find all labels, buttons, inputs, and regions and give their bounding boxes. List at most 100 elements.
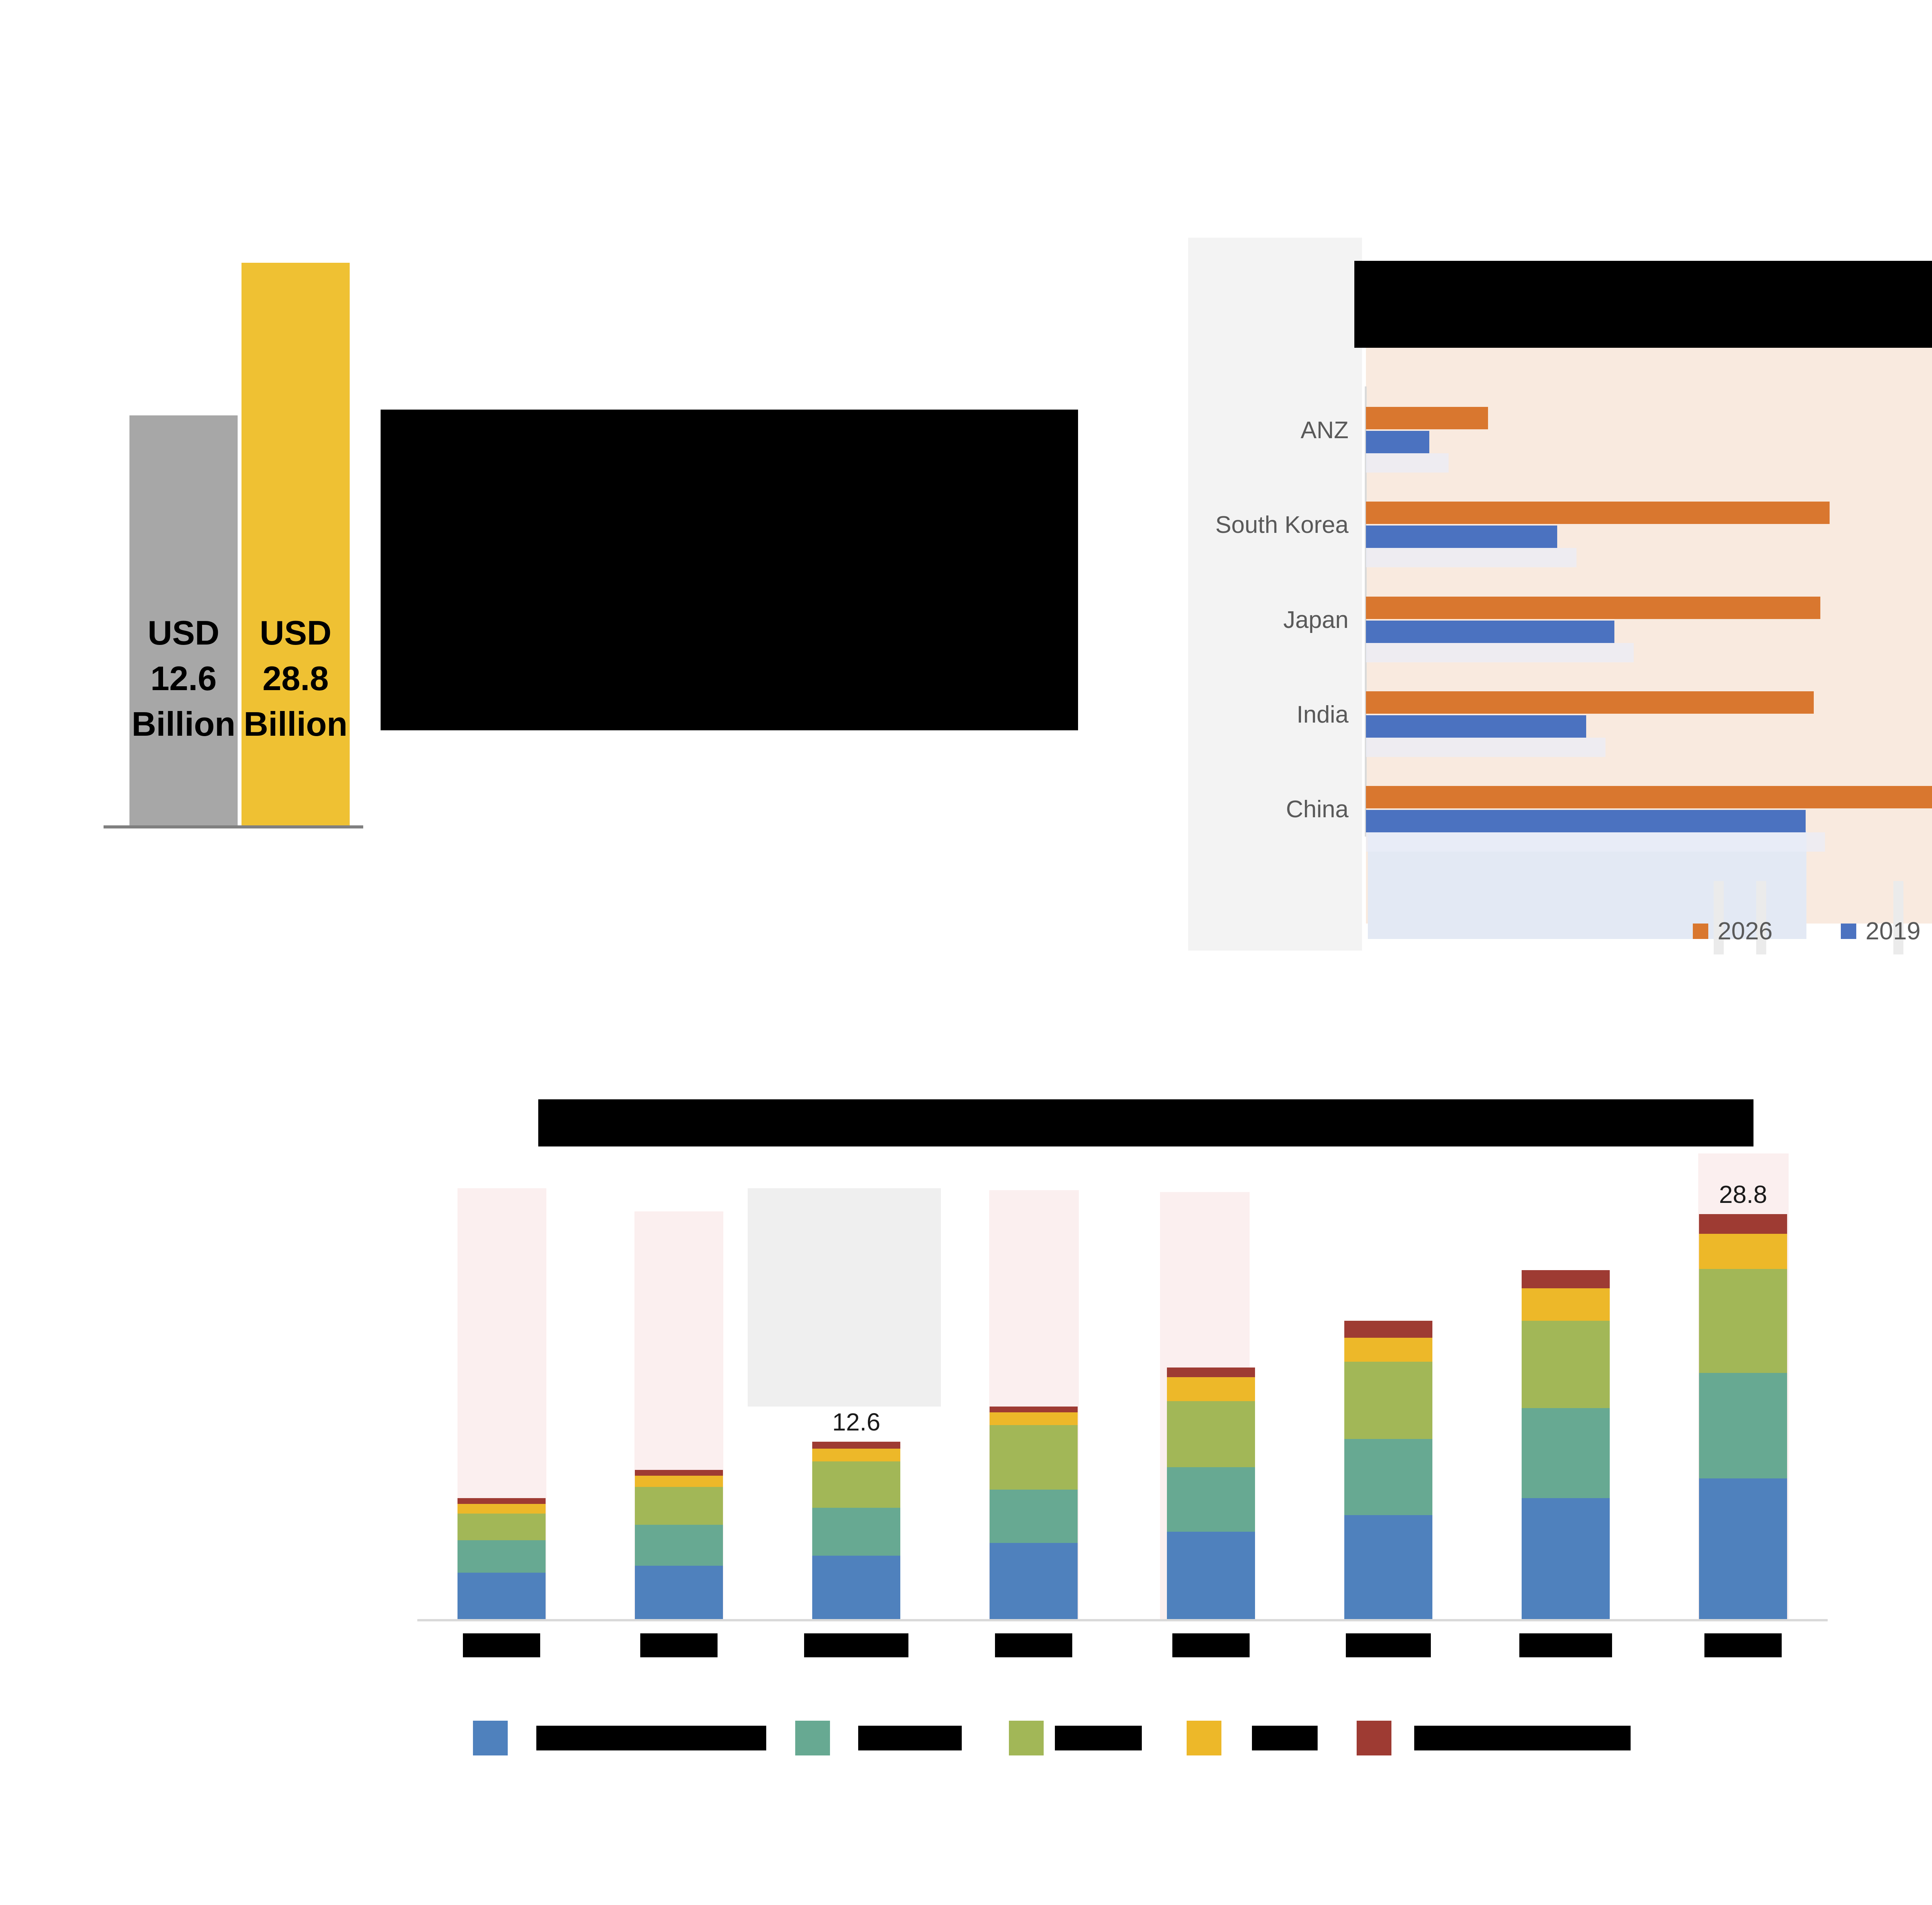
bar-2019-shadow-china (1366, 832, 1825, 852)
country-chart-title-redacted (1354, 261, 1932, 348)
x-label-redacted-5 (1346, 1633, 1431, 1657)
x-label-redacted-6 (1519, 1633, 1612, 1657)
stack-segment-6-2 (1522, 1321, 1610, 1408)
summary-bar-gray-label: USD 12.6 Billion (131, 614, 236, 743)
stack-segment-7-1 (1699, 1373, 1787, 1478)
stack-segment-0-1 (457, 1540, 546, 1573)
bar-2026-anz (1366, 407, 1488, 429)
artifact-stripe (1756, 881, 1766, 954)
stack-segment-5-2 (1344, 1362, 1432, 1439)
bar-2019-shadow-south-korea (1366, 548, 1577, 567)
bar-2026-south-korea (1366, 502, 1830, 524)
artifact-stripe (1893, 881, 1903, 954)
bar-2026-india (1366, 691, 1814, 714)
stack-segment-5-0 (1344, 1515, 1432, 1619)
stack-segment-7-2 (1699, 1269, 1787, 1373)
bar-2019-shadow-japan (1366, 643, 1634, 662)
stacked-legend-swatch-1 (795, 1721, 830, 1755)
stack-segment-7-3 (1699, 1234, 1787, 1269)
legend-2026-label: 2026 (1718, 917, 1773, 945)
legend-2026-swatch (1693, 924, 1708, 939)
stack-segment-4-4 (1167, 1368, 1255, 1377)
x-label-redacted-3 (995, 1633, 1072, 1657)
stack-segment-2-3 (812, 1449, 900, 1461)
legend-2019-swatch (1841, 924, 1856, 939)
x-label-redacted-0 (463, 1633, 540, 1657)
stack-segment-1-4 (635, 1470, 723, 1476)
x-label-redacted-4 (1172, 1633, 1250, 1657)
value-label-28.8: 28.8 (1719, 1180, 1767, 1208)
stacked-legend-swatch-0 (473, 1721, 508, 1755)
bar-2019-china (1366, 810, 1806, 832)
stack-segment-0-3 (457, 1504, 546, 1514)
stack-segment-6-0 (1522, 1498, 1610, 1619)
stack-segment-2-0 (812, 1556, 900, 1619)
summary-bar-yellow-label: USD 28.8 Billion (243, 614, 348, 743)
bar-2019-anz (1366, 431, 1429, 453)
country-chart-axis-line (1365, 386, 1367, 837)
artifact-gray-block (748, 1188, 941, 1407)
stack-segment-7-4 (1699, 1214, 1787, 1234)
bar-2019-japan (1366, 621, 1614, 643)
stack-segment-2-1 (812, 1508, 900, 1556)
bar-2019-shadow-anz (1366, 453, 1449, 473)
stack-segment-1-0 (635, 1566, 723, 1619)
stack-segment-3-1 (990, 1490, 1078, 1543)
bar-2019-india (1366, 715, 1586, 738)
stack-segment-5-4 (1344, 1321, 1432, 1338)
stack-segment-2-4 (812, 1442, 900, 1449)
bar-2026-japan (1366, 597, 1820, 619)
summary-bar-yellow: USD 28.8 Billion (242, 263, 350, 826)
x-label-redacted-1 (640, 1633, 718, 1657)
stack-segment-4-1 (1167, 1467, 1255, 1532)
country-label-anz: ANZ (1301, 417, 1349, 444)
stack-segment-0-0 (457, 1573, 546, 1619)
stack-segment-6-1 (1522, 1408, 1610, 1498)
legend-2019-label: 2019 (1866, 917, 1921, 945)
country-label-india: India (1296, 701, 1349, 728)
country-label-china: China (1286, 796, 1349, 823)
artifact-stripe (1714, 881, 1724, 954)
stack-segment-0-4 (457, 1498, 546, 1504)
bar-2019-shadow-india (1366, 738, 1605, 757)
stack-segment-4-0 (1167, 1532, 1255, 1619)
stacked-legend-label-redacted-2 (1055, 1726, 1142, 1750)
artifact-gray-band (1188, 238, 1362, 951)
stack-segment-7-0 (1699, 1478, 1787, 1619)
stack-segment-5-1 (1344, 1439, 1432, 1515)
stack-segment-1-2 (635, 1487, 723, 1525)
summary-bar-gray: USD 12.6 Billion (129, 415, 238, 826)
stack-segment-6-3 (1522, 1288, 1610, 1321)
stacked-legend-label-redacted-4 (1414, 1726, 1631, 1750)
stack-segment-4-2 (1167, 1401, 1255, 1467)
x-label-redacted-7 (1704, 1633, 1782, 1657)
country-label-japan: Japan (1283, 607, 1349, 633)
stacked-chart-title-redacted (538, 1099, 1753, 1146)
stack-segment-3-3 (990, 1412, 1078, 1425)
stacked-legend-swatch-3 (1187, 1721, 1221, 1755)
country-label-south-korea: South Korea (1215, 512, 1349, 538)
bar-2026-china (1366, 786, 1932, 808)
x-label-redacted-2 (804, 1633, 908, 1657)
summary-baseline (104, 825, 363, 828)
stack-segment-6-4 (1522, 1270, 1610, 1288)
stacked-legend-label-redacted-0 (536, 1726, 766, 1750)
stack-segment-1-3 (635, 1476, 723, 1487)
stacked-legend-swatch-4 (1357, 1721, 1391, 1755)
stacked-legend-swatch-2 (1009, 1721, 1044, 1755)
value-label-12.6: 12.6 (832, 1408, 881, 1436)
stack-segment-3-4 (990, 1407, 1078, 1412)
stack-segment-1-1 (635, 1525, 723, 1566)
stack-segment-4-3 (1167, 1377, 1255, 1401)
stacked-legend-label-redacted-3 (1252, 1726, 1318, 1750)
bar-2019-south-korea (1366, 526, 1557, 548)
stack-segment-5-3 (1344, 1338, 1432, 1362)
summary-caption-redacted-block (381, 410, 1078, 730)
stack-segment-3-0 (990, 1543, 1078, 1619)
stacked-legend-label-redacted-1 (858, 1726, 962, 1750)
stack-segment-3-2 (990, 1425, 1078, 1490)
stack-segment-0-2 (457, 1514, 546, 1540)
stack-segment-2-2 (812, 1461, 900, 1508)
stacked-chart-baseline (417, 1619, 1828, 1621)
